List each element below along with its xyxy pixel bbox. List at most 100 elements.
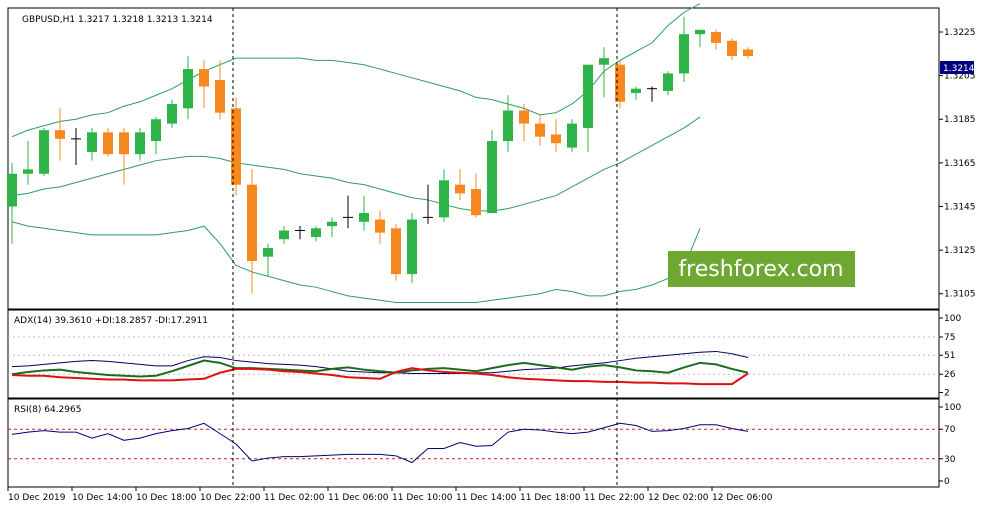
candles: [7, 16, 753, 294]
time-axis: 10 Dec 2019 10 Dec 14:00 10 Dec 18:00 10 De…: [7, 487, 773, 503]
adx-tick-label: 75: [944, 333, 955, 343]
candle: [631, 86, 641, 100]
candle-body: [599, 58, 609, 65]
candle-body: [567, 123, 577, 148]
minus-di-line: [11, 367, 749, 386]
candle: [695, 29, 705, 48]
candle-body: [215, 79, 225, 113]
rsi-panel: RSI(8) 64.2965 100 70 30 0: [7, 398, 961, 488]
candle: [119, 127, 129, 185]
candle: [343, 195, 353, 229]
candle-body: [615, 64, 625, 102]
candle: [247, 169, 257, 294]
candle-body: [375, 219, 385, 233]
candle-body: [23, 169, 33, 174]
price-tick-label: 1.3185: [944, 115, 976, 125]
candle: [359, 195, 369, 231]
rsi-tick-label: 70: [944, 425, 956, 435]
candle: [135, 127, 145, 161]
price-tick-label: 1.3125: [944, 246, 976, 256]
time-tick-label: 11 Dec 02:00: [264, 493, 325, 503]
time-tick-label: 10 Dec 22:00: [200, 493, 261, 503]
candle-body: [583, 64, 593, 128]
candle: [23, 141, 33, 185]
rsi-tick-label: 0: [944, 477, 950, 487]
current-price-background: [940, 61, 974, 74]
candle: [87, 127, 97, 161]
adx-line: [11, 350, 749, 374]
candle-body: [487, 141, 497, 214]
price-tick-label: 1.3105: [944, 290, 976, 300]
candle-body: [167, 103, 177, 124]
candle-body: [631, 88, 641, 94]
candle: [279, 226, 289, 244]
candle: [535, 114, 545, 146]
adx-tick-label: 2: [944, 388, 950, 398]
candle: [615, 60, 625, 109]
candle: [263, 243, 273, 277]
candle-body: [359, 213, 369, 222]
rsi-tick-label: 30: [944, 455, 956, 465]
candle-body: [263, 247, 273, 257]
candle-body: [87, 132, 97, 152]
plus-di-line: [11, 359, 749, 378]
candle: [679, 16, 689, 83]
candle-body: [327, 221, 337, 227]
price-panel: freshforex.com GBPUSD,H1 1.3217 1.3218 1…: [7, 3, 976, 310]
candle-body: [7, 173, 17, 207]
time-tick-label: 10 Dec 14:00: [72, 493, 133, 503]
candle-body: [727, 40, 737, 56]
candle-body: [279, 230, 289, 240]
candle: [551, 119, 561, 152]
candle-body: [231, 108, 241, 185]
time-tick-label: 12 Dec 06:00: [712, 493, 773, 503]
candle-body: [39, 130, 49, 174]
adx-label: ADX(14) 39.3610 +DI:18.2857 -DI:17.2911: [14, 316, 208, 326]
candle: [199, 60, 209, 109]
price-axis: 1.3225 1.3205 1.3185 1.3165 1.3145 1.3125 1.31…: [939, 28, 976, 300]
candle-body: [439, 180, 449, 218]
candle: [103, 127, 113, 157]
time-tick-label: 10 Dec 2019: [8, 493, 66, 503]
candle-body: [503, 110, 513, 142]
candle-body: [551, 134, 561, 144]
candle: [327, 217, 337, 238]
candle-body: [663, 73, 673, 91]
candle: [519, 103, 529, 142]
candle: [71, 127, 81, 166]
time-tick-label: 11 Dec 14:00: [456, 493, 517, 503]
adx-tick-label: 26: [944, 370, 956, 380]
candle: [647, 86, 657, 102]
candle-body: [199, 69, 209, 87]
candle-body: [119, 132, 129, 155]
price-tick-label: 1.3165: [944, 159, 976, 169]
current-price-marker: 1.3214: [940, 61, 975, 74]
bollinger-lower-band: [11, 221, 701, 303]
rsi-line: [11, 422, 749, 464]
candle-body: [743, 49, 753, 56]
candle: [215, 60, 225, 120]
time-tick-label: 11 Dec 22:00: [584, 493, 645, 503]
candle: [407, 213, 417, 283]
candle: [727, 38, 737, 61]
watermark-badge: freshforex.com: [668, 251, 855, 287]
candle-body: [471, 189, 481, 216]
candle: [743, 47, 753, 59]
candle: [391, 223, 401, 281]
candle: [375, 210, 385, 244]
adx-axis: 100 75 51 26 2: [939, 314, 961, 398]
time-tick-label: 11 Dec 18:00: [520, 493, 581, 503]
candle: [455, 169, 465, 200]
time-tick-label: 11 Dec 10:00: [392, 493, 453, 503]
candle-body: [103, 132, 113, 155]
candle: [471, 173, 481, 218]
rsi-axis: 100 70 30 0: [939, 403, 961, 487]
candle-body: [55, 130, 65, 139]
candle: [55, 108, 65, 161]
candle: [167, 99, 177, 128]
adx-tick-label: 51: [944, 351, 955, 361]
candle: [599, 47, 609, 98]
candle: [439, 169, 449, 222]
candle: [7, 162, 17, 244]
